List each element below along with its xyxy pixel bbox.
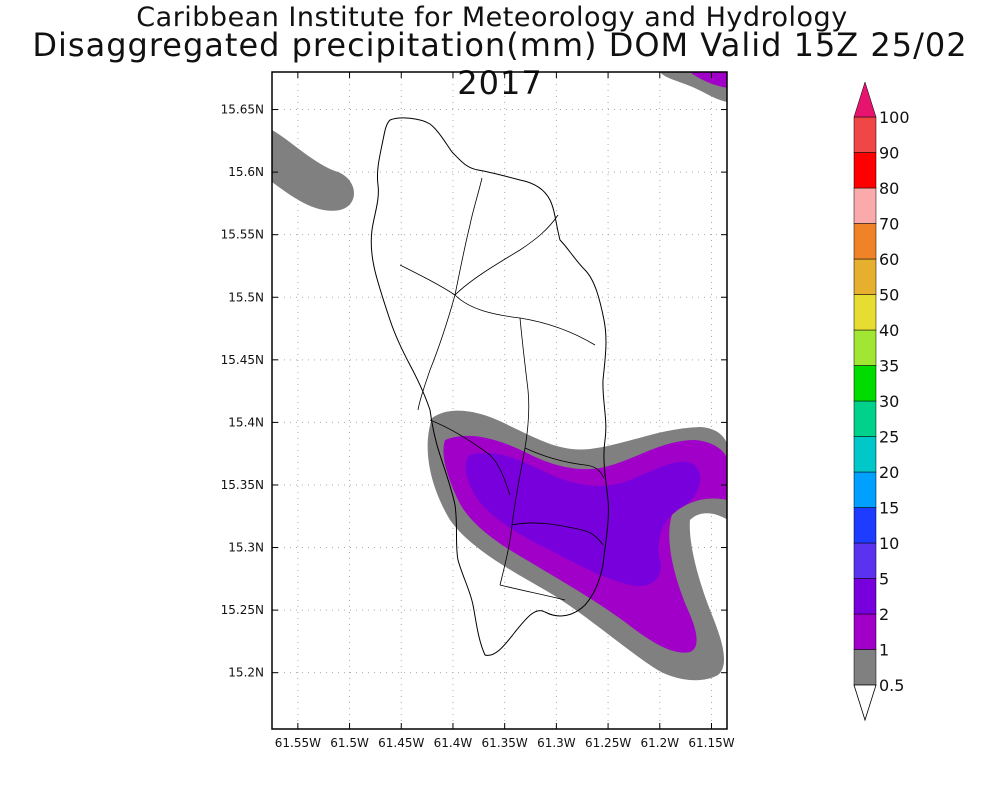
colorbar-level-label: 2	[879, 605, 889, 624]
colorbar-level-label: 60	[879, 250, 899, 269]
lon-tick-label: 61.55W	[275, 736, 321, 750]
colorbar-level-label: 10	[879, 534, 899, 553]
lon-tick-label: 61.2W	[640, 736, 679, 750]
colorbar-swatch	[853, 507, 877, 544]
precip-area-1-2-northeast	[690, 72, 727, 88]
colorbar-level-label: 30	[879, 392, 899, 411]
lat-tick-label: 15.2N	[228, 666, 264, 680]
lat-tick-label: 15.35N	[221, 478, 264, 492]
latitude-axis: 15.65N 15.6N 15.55N 15.5N 15.45N 15.4N 15.35N 1…	[221, 103, 727, 680]
colorbar-swatch	[853, 365, 877, 402]
colorbar-swatch	[853, 400, 877, 437]
colorbar-swatch	[853, 223, 877, 260]
lat-tick-label: 15.4N	[228, 415, 264, 429]
colorbar-level-label: 20	[879, 463, 899, 482]
longitude-axis: 61.55W 61.5W 61.45W 61.4W 61.35W 61.3W 61.25W 6…	[275, 72, 735, 750]
island-coastline	[370, 117, 609, 656]
lat-tick-label: 15.6N	[228, 165, 264, 179]
lon-tick-label: 61.45W	[378, 736, 424, 750]
colorbar-swatch	[853, 258, 877, 295]
lon-tick-label: 61.35W	[482, 736, 528, 750]
parish-boundary	[399, 177, 605, 601]
colorbar-upper-triangle	[853, 81, 877, 118]
colorbar-swatch	[853, 329, 877, 366]
colorbar-swatch	[853, 116, 877, 153]
colorbar-swatch	[853, 294, 877, 331]
lat-tick-label: 15.3N	[228, 541, 264, 555]
colorbar-level-label: 35	[879, 357, 899, 376]
lat-tick-label: 15.45N	[221, 353, 264, 367]
lon-tick-label: 61.15W	[688, 736, 734, 750]
lon-tick-label: 61.25W	[585, 736, 631, 750]
colorbar-level-label: 15	[879, 499, 899, 518]
lat-tick-label: 15.5N	[228, 290, 264, 304]
lat-tick-label: 15.25N	[221, 603, 264, 617]
title-institute: Caribbean Institute for Meteorology and …	[136, 2, 848, 33]
precip-area-0.5-1-northwest	[272, 130, 355, 211]
colorbar-swatch	[853, 187, 877, 224]
colorbar-swatch	[853, 436, 877, 473]
lat-tick-label: 15.65N	[221, 103, 264, 117]
precip-area-2-5-core	[465, 452, 701, 587]
colorbar-level-label: 25	[879, 428, 899, 447]
colorbar-level-label: 50	[879, 286, 899, 305]
colorbar-level-label: 70	[879, 215, 899, 234]
lon-tick-label: 61.5W	[330, 736, 369, 750]
map-frame	[271, 71, 728, 730]
colorbar-level-label: 40	[879, 321, 899, 340]
colorbar-level-label: 1	[879, 641, 889, 660]
colorbar-level-label: 5	[879, 570, 889, 589]
lat-tick-label: 15.55N	[221, 228, 264, 242]
colorbar-level-label: 0.5	[879, 676, 904, 695]
colorbar-swatch	[853, 578, 877, 615]
title-product: Disaggregated precipitation(mm) DOM Vali…	[32, 26, 968, 102]
colorbar-swatch	[853, 542, 877, 579]
colorbar-swatch	[853, 152, 877, 189]
colorbar-swatch	[853, 649, 877, 686]
lon-tick-label: 61.3W	[537, 736, 576, 750]
colorbar-swatch	[853, 613, 877, 650]
colorbar-level-label: 90	[879, 144, 899, 163]
colorbar-level-label: 80	[879, 179, 899, 198]
colorbar-swatch	[853, 471, 877, 508]
dominica-island	[370, 117, 609, 656]
colorbar-level-label: 100	[879, 108, 910, 127]
colorbar-lower-triangle	[853, 684, 877, 722]
precipitation-shading	[272, 72, 727, 681]
lon-tick-label: 61.4W	[434, 736, 473, 750]
